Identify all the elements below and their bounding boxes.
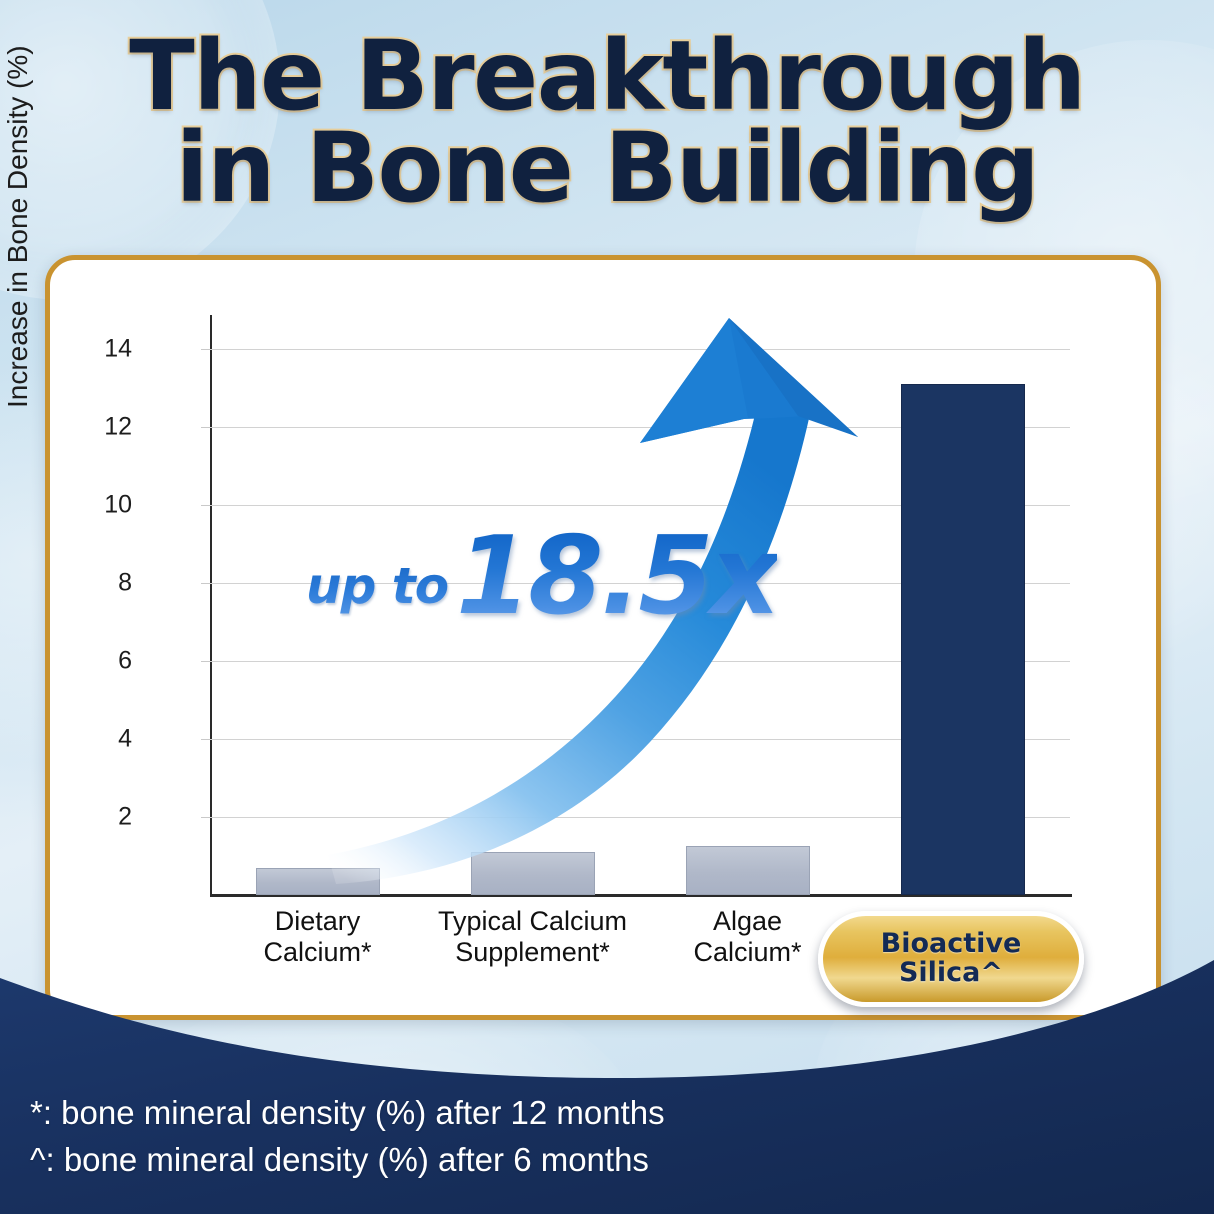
x-axis-category-label: Typical Calcium Supplement* xyxy=(437,906,628,968)
badge-label: Bioactive Silica^ xyxy=(880,928,1022,988)
x-axis-category-label: Algae Calcium* xyxy=(693,906,802,968)
footnote-caret: ^: bone mineral density (%) after 6 mont… xyxy=(30,1141,649,1179)
y-axis-tick-label: 2 xyxy=(118,802,132,831)
bar xyxy=(470,852,595,895)
footnotes: *: bone mineral density (%) after 12 mon… xyxy=(30,1090,665,1184)
y-axis-tick-label: 6 xyxy=(118,646,132,675)
footnote-asterisk: *: bone mineral density (%) after 12 mon… xyxy=(30,1094,665,1132)
plot-area xyxy=(201,310,1070,895)
y-axis-tick xyxy=(201,505,210,506)
y-axis-tick-label: 8 xyxy=(118,568,132,597)
y-axis-tick xyxy=(201,349,210,350)
bar xyxy=(900,384,1025,895)
bar xyxy=(255,867,380,895)
x-axis-category-label: Dietary Calcium* xyxy=(263,906,372,968)
y-axis-tick-label: 12 xyxy=(104,412,132,441)
y-axis-line xyxy=(210,315,212,895)
y-axis-tick-label: 4 xyxy=(118,724,132,753)
gridline xyxy=(210,349,1070,350)
footnote-banner xyxy=(0,960,1214,1214)
chart-card: Increase in Bone Density (%) xyxy=(2,45,1161,1020)
x-axis-line xyxy=(210,894,1072,897)
headline-line-2: in Bone Building xyxy=(174,112,1042,225)
y-axis-tick xyxy=(201,739,210,740)
y-axis-tick xyxy=(201,661,210,662)
y-axis-tick xyxy=(201,817,210,818)
bioactive-silica-badge: Bioactive Silica^ xyxy=(818,911,1084,1007)
y-axis-tick xyxy=(201,583,210,584)
page-title: The Breakthrough in Bone Building xyxy=(0,20,1214,225)
y-axis-tick-label: 10 xyxy=(104,490,132,519)
y-axis-tick xyxy=(201,427,210,428)
bar xyxy=(685,846,810,895)
y-axis-tick-label: 14 xyxy=(104,334,132,363)
headline-line-1: The Breakthrough xyxy=(127,20,1088,132)
